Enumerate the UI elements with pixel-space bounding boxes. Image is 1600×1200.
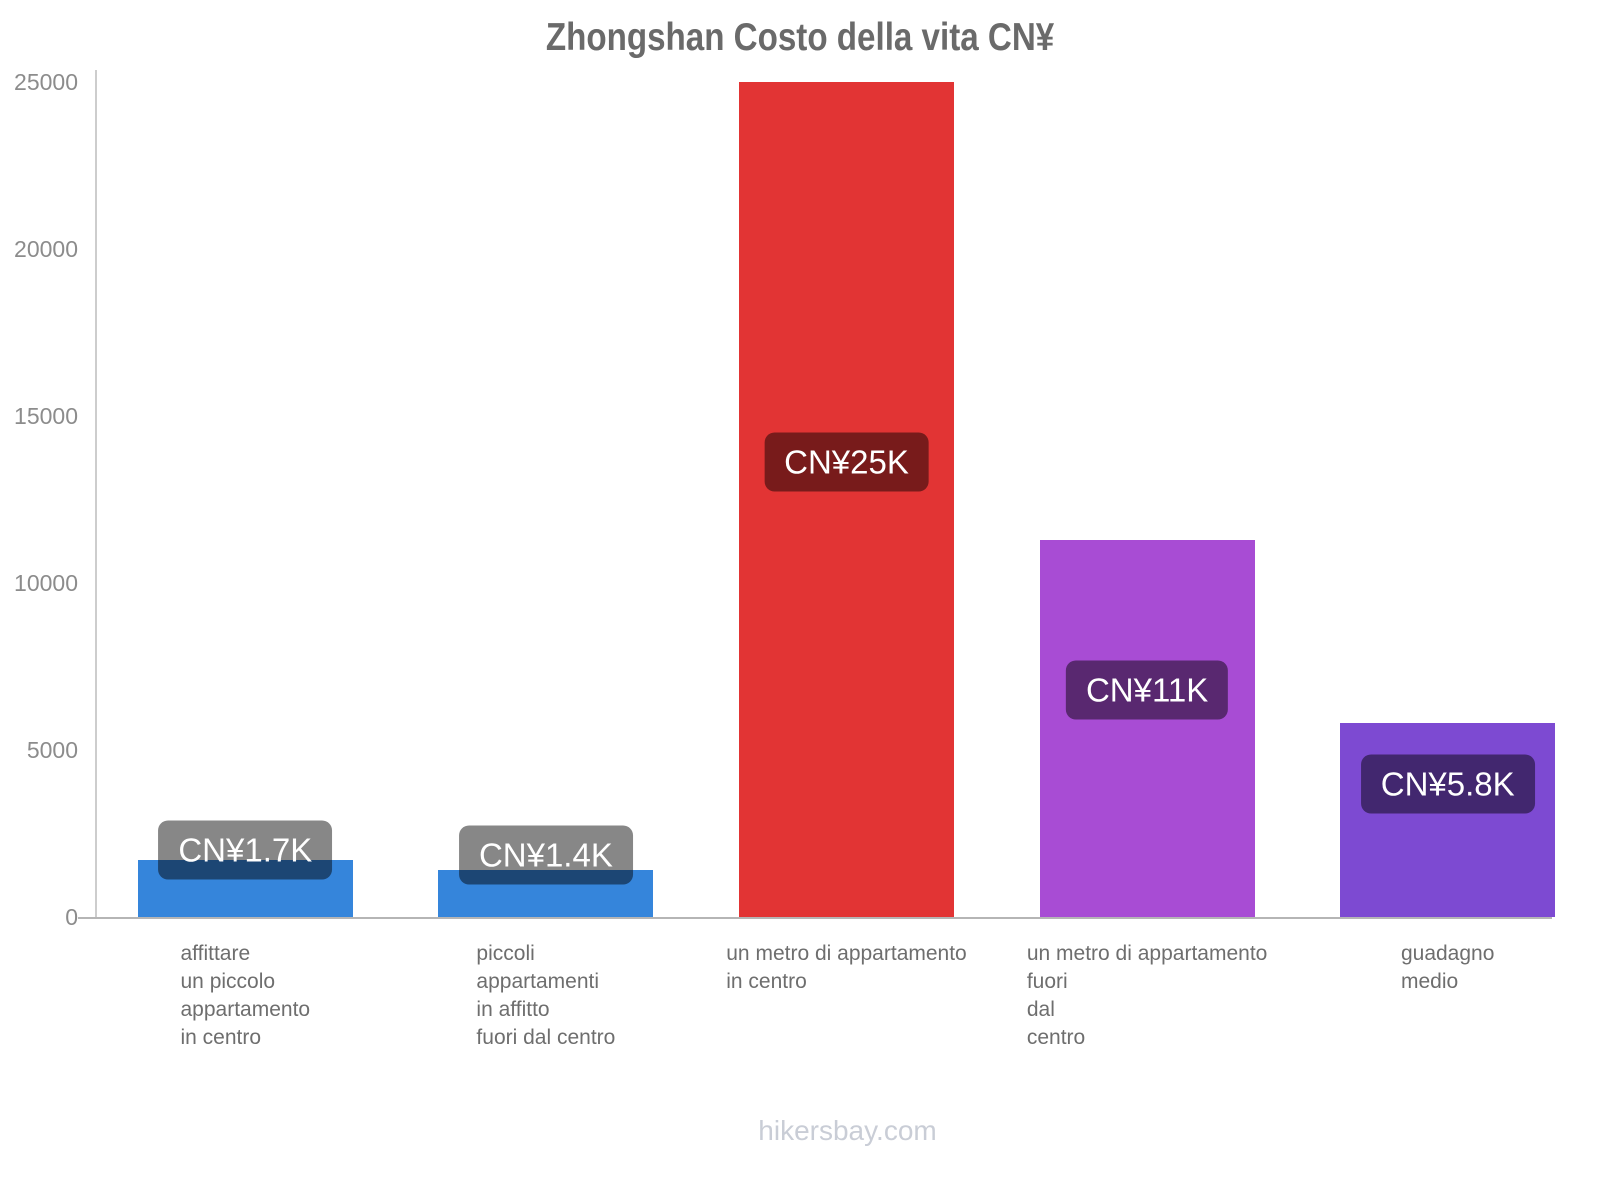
category-label-line: in centro bbox=[180, 1026, 262, 1049]
y-axis-tick-label: 15000 bbox=[14, 403, 78, 429]
chart-title: Zhongshan Costo della vita CN¥ bbox=[0, 16, 1600, 60]
category-label-line: un metro di appartamento bbox=[1026, 942, 1268, 965]
watermark-text: hikersbay.com bbox=[758, 1115, 937, 1146]
y-axis-tick-label: 0 bbox=[65, 904, 78, 930]
category-label-line: in centro bbox=[726, 970, 807, 993]
bar-value-label: CN¥25K bbox=[764, 432, 929, 492]
x-axis-category-label: un metro di appartamento fuori dal centro bbox=[1027, 940, 1267, 1052]
bar[interactable] bbox=[739, 82, 954, 917]
bar-value-label: CN¥1.7K bbox=[158, 820, 333, 880]
category-label-line: guadagno bbox=[1400, 942, 1495, 965]
category-label-line: un metro di appartamento bbox=[726, 942, 967, 965]
chart-title-text: Zhongshan Costo della vita CN¥ bbox=[545, 16, 1055, 59]
category-label-line: affittare bbox=[180, 942, 251, 965]
category-label-line: fuori bbox=[1026, 970, 1068, 993]
category-label-line: medio bbox=[1400, 970, 1459, 993]
y-axis-tick-label: 25000 bbox=[14, 69, 78, 95]
bar-value-label: CN¥11K bbox=[1065, 660, 1229, 720]
y-axis-line bbox=[95, 70, 97, 917]
x-axis-category-label: un metro di appartamento in centro bbox=[726, 940, 966, 996]
x-axis-line bbox=[78, 917, 1552, 919]
x-axis-category-label: piccoli appartamenti in affitto fuori dal c… bbox=[476, 940, 615, 1052]
bar[interactable] bbox=[1340, 723, 1556, 917]
bar-value-label: CN¥1.4K bbox=[458, 825, 633, 885]
y-axis-tick-label: 5000 bbox=[26, 737, 78, 763]
y-axis-tick-label: 10000 bbox=[14, 570, 78, 596]
x-axis-category-label: guadagno medio bbox=[1401, 940, 1494, 996]
bar[interactable] bbox=[137, 860, 353, 917]
category-label-line: dal bbox=[1026, 998, 1055, 1021]
category-label-line: in affitto bbox=[476, 998, 550, 1021]
category-label-line: piccoli bbox=[476, 942, 535, 965]
category-label-line: fuori dal centro bbox=[476, 1026, 616, 1049]
category-label-line: appartamento bbox=[180, 998, 311, 1021]
y-axis-tick-label: 20000 bbox=[14, 236, 78, 262]
category-label-line: centro bbox=[1026, 1026, 1086, 1049]
bar[interactable] bbox=[1039, 539, 1255, 917]
category-label-line: un piccolo bbox=[180, 970, 276, 993]
category-label-line: appartamenti bbox=[476, 970, 600, 993]
bar-value-label: CN¥5.8K bbox=[1360, 754, 1535, 814]
x-axis-category-label: affittare un piccolo appartamento in centro bbox=[181, 940, 311, 1052]
bar[interactable] bbox=[438, 870, 654, 917]
